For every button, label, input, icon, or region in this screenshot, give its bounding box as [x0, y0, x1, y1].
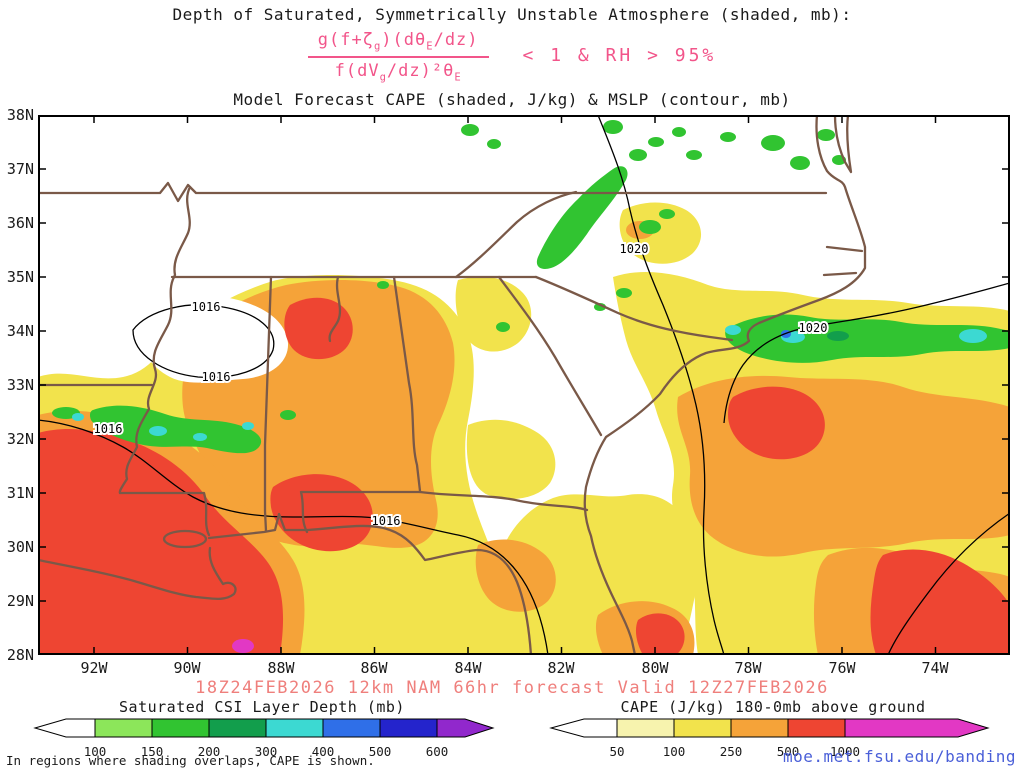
x-tick-label: 92W — [80, 659, 108, 677]
csi-colorbar — [32, 716, 496, 744]
isobar-contours — [37, 114, 1011, 656]
cape-red-region — [270, 474, 373, 552]
csi-cyan-spot — [959, 329, 987, 343]
cape-colorbar — [548, 716, 992, 744]
formula-condition: < 1 & RH > 95% — [522, 45, 717, 67]
cape-red-region — [728, 386, 825, 460]
forecast-valid-line: 18Z24FEB2026 12km NAM 66hr forecast Vali… — [195, 678, 829, 698]
csi-cyan-spot — [193, 433, 207, 441]
cape-bar-tick: 50 — [609, 744, 625, 759]
x-tick-label: 78W — [734, 659, 762, 677]
x-tick-label: 88W — [267, 659, 295, 677]
svg-text:1016: 1016 — [94, 422, 123, 436]
y-tick-label: 31N — [6, 484, 34, 502]
cape-yellow-region — [466, 419, 556, 499]
overlap-note: In regions where shading overlaps, CAPE … — [6, 753, 375, 768]
svg-text:1020: 1020 — [620, 242, 649, 256]
y-tick-label: 29N — [6, 592, 34, 610]
x-tick-label: 76W — [828, 659, 856, 677]
csi-cyan-spot — [149, 426, 167, 436]
csi-cyan-spot — [242, 422, 254, 430]
cape-legend-title: CAPE (J/kg) 180-0mb above ground — [620, 698, 926, 716]
cape-orange-region — [475, 539, 556, 612]
formula-fraction: g(f+ζg)(dθE/dz) f(dVg/dz)²θE — [307, 28, 489, 84]
csi-bar-tick: 600 — [425, 744, 449, 759]
cape-red-region — [284, 297, 353, 360]
csi-green-band-west — [89, 405, 262, 454]
csi-cyan-spot — [725, 325, 741, 335]
page-title: Depth of Saturated, Symmetrically Unstab… — [172, 5, 852, 24]
csi-bar-tick: 150 — [140, 744, 164, 759]
csi-bar-tick: 100 — [83, 744, 107, 759]
y-tick-label: 33N — [6, 376, 34, 394]
svg-text:1016: 1016 — [192, 300, 221, 314]
cape-bar-tick: 100 — [662, 744, 686, 759]
csi-green-region — [536, 166, 628, 269]
cape-red-region — [635, 613, 685, 655]
csi-bar-tick: 400 — [311, 744, 335, 759]
csi-legend-title: Saturated CSI Layer Depth (mb) — [119, 698, 405, 716]
forecast-map: 1016 1016 1016 1016 1020 1020 — [36, 113, 1011, 657]
formula-denominator: f(dVg/dz)²θE — [334, 61, 462, 84]
formula-numerator: g(f+ζg)(dθE/dz) — [307, 28, 489, 59]
y-tick-label: 28N — [6, 646, 34, 664]
csi-green-band-east — [725, 314, 1010, 363]
cape-bar-tick: 1000 — [829, 744, 861, 759]
csi-bar-tick: 500 — [368, 744, 392, 759]
y-tick-label: 34N — [6, 322, 34, 340]
isobar-labels: 1016 1016 1016 1016 1020 1020 — [92, 240, 830, 530]
y-tick-label: 35N — [6, 268, 34, 286]
svg-text:1020: 1020 — [799, 321, 828, 335]
x-tick-label: 90W — [173, 659, 201, 677]
y-tick-label: 38N — [6, 106, 34, 124]
cape-magenta-region — [232, 639, 254, 653]
csi-bar-tick: 200 — [197, 744, 221, 759]
x-tick-label: 84W — [454, 659, 482, 677]
state-borders — [36, 113, 867, 657]
cape-red-region — [870, 549, 1010, 655]
csi-bar-tick: 300 — [254, 744, 278, 759]
x-tick-label: 86W — [360, 659, 388, 677]
svg-text:1016: 1016 — [372, 514, 401, 528]
cape-shading-layer — [38, 202, 1010, 655]
x-tick-label: 80W — [641, 659, 669, 677]
chart-subtitle: Model Forecast CAPE (shaded, J/kg) & MSL… — [233, 90, 791, 109]
cape-bar-tick: 500 — [776, 744, 800, 759]
criterion-formula: g(f+ζg)(dθE/dz) f(dVg/dz)²θE < 1 & RH > … — [0, 28, 1024, 84]
y-tick-label: 36N — [6, 214, 34, 232]
csi-cyan-spot — [72, 413, 84, 421]
x-tick-label: 74W — [921, 659, 949, 677]
csi-dark-green-spot — [827, 331, 849, 341]
y-tick-label: 32N — [6, 430, 34, 448]
no-shading-hole — [141, 294, 289, 383]
x-tick-label: 82W — [547, 659, 575, 677]
y-tick-label: 37N — [6, 160, 34, 178]
svg-text:1016: 1016 — [202, 370, 231, 384]
y-tick-label: 30N — [6, 538, 34, 556]
cape-yellow-region — [619, 202, 702, 264]
credit-url: moe.met.fsu.edu/banding — [782, 747, 1016, 766]
axis-ticks — [38, 115, 1010, 655]
cape-bar-tick: 250 — [719, 744, 743, 759]
map-frame — [38, 115, 1010, 655]
